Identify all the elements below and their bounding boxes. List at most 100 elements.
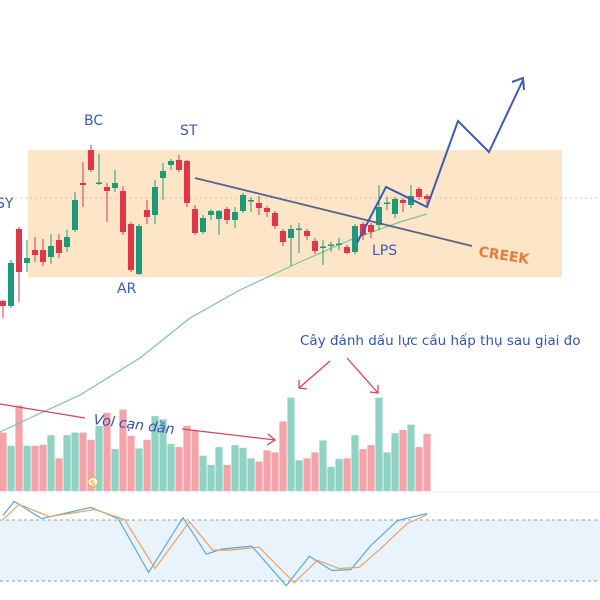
wyckoff-projection-path — [356, 79, 524, 244]
arrowhead-icon — [369, 385, 379, 394]
volume-bar — [263, 450, 271, 491]
candle-body — [48, 246, 54, 257]
candle — [336, 238, 342, 250]
candle — [80, 162, 86, 207]
candle-body — [192, 209, 198, 233]
volume-bar — [407, 424, 415, 491]
candle — [200, 215, 206, 234]
volume-bar — [255, 461, 263, 491]
candle — [392, 197, 398, 218]
candle-body — [344, 247, 350, 253]
stochastic-k-line — [2, 500, 428, 587]
candle — [0, 300, 6, 318]
candle — [384, 197, 390, 210]
candle-body — [240, 195, 246, 211]
volume-bar — [247, 458, 255, 491]
volume-bar — [103, 412, 111, 491]
volume-bar — [423, 433, 431, 491]
candlesticks — [0, 145, 430, 318]
volume-bar — [383, 452, 391, 491]
candle-body — [184, 161, 190, 203]
candle-body — [168, 161, 174, 165]
creek-trendline — [194, 177, 473, 247]
candle-body — [112, 183, 118, 188]
candle-body — [312, 241, 318, 251]
volume-bar — [79, 432, 87, 491]
volume-bar — [391, 433, 399, 491]
volume-bar — [159, 419, 167, 491]
candle-body — [232, 212, 238, 220]
arrowhead-icon — [266, 433, 277, 446]
volume-bar — [223, 464, 231, 491]
volume-bar — [375, 397, 383, 491]
volume-bar — [295, 460, 303, 491]
volume-bar — [191, 429, 199, 491]
volume-bar — [135, 448, 143, 491]
volume-bar — [183, 425, 191, 491]
volume-bar — [23, 445, 31, 491]
candle — [40, 239, 46, 266]
candle-body — [88, 150, 94, 170]
candle-body — [40, 250, 46, 262]
candle — [208, 209, 214, 220]
candle — [216, 210, 222, 235]
candle — [176, 155, 182, 172]
candle — [264, 206, 270, 217]
candle-body — [352, 226, 358, 252]
candle-body — [272, 213, 278, 226]
volume-bar — [95, 425, 103, 491]
candle — [240, 193, 246, 213]
volume-bar — [167, 443, 175, 491]
volume-bar — [287, 397, 295, 491]
candle-body — [424, 196, 430, 199]
candle — [168, 159, 174, 170]
candle-body — [224, 209, 230, 220]
volume-bar — [71, 432, 79, 491]
candle — [296, 223, 302, 253]
candle — [160, 163, 166, 200]
candle-body — [152, 187, 158, 215]
volume-bar — [399, 429, 407, 491]
candle — [24, 240, 30, 272]
candle — [344, 245, 350, 254]
volume-bar — [31, 445, 39, 491]
volume-bar — [175, 447, 183, 491]
candle — [248, 197, 254, 212]
volume-bar — [47, 435, 55, 491]
candle — [408, 185, 414, 208]
moving-average-line — [0, 213, 428, 433]
candle-body — [392, 199, 398, 214]
candle-body — [296, 228, 302, 230]
label-bc: BC — [84, 113, 103, 129]
candle-body — [216, 211, 222, 219]
candle — [288, 225, 294, 266]
volume-bar — [55, 458, 63, 491]
volume-bar — [279, 421, 287, 491]
candle — [152, 180, 158, 224]
candle-body — [32, 250, 38, 255]
candle — [320, 240, 326, 265]
volume-bar — [351, 435, 359, 491]
candle-body — [144, 210, 150, 217]
candle-body — [336, 243, 342, 245]
volume-bar — [343, 458, 351, 491]
candle-body — [80, 183, 86, 185]
candle-body — [320, 246, 326, 248]
candle — [64, 230, 70, 252]
volume-decline-arrow-a — [0, 403, 86, 419]
volume-bar — [311, 452, 319, 491]
event-marker-icon[interactable] — [87, 476, 99, 488]
stochastic-d-line — [2, 503, 428, 584]
volume-bar — [127, 435, 135, 491]
candle — [328, 242, 334, 252]
label-sy: SY — [0, 196, 14, 212]
volume-decline-arrow-b — [181, 428, 276, 441]
volume-bar — [7, 445, 15, 491]
volume-bar — [87, 439, 95, 491]
candle-body — [384, 202, 390, 204]
candle — [8, 260, 14, 308]
candle-body — [56, 240, 62, 253]
candle — [72, 192, 78, 232]
candle-body — [264, 208, 270, 212]
volume-bar — [143, 439, 151, 491]
